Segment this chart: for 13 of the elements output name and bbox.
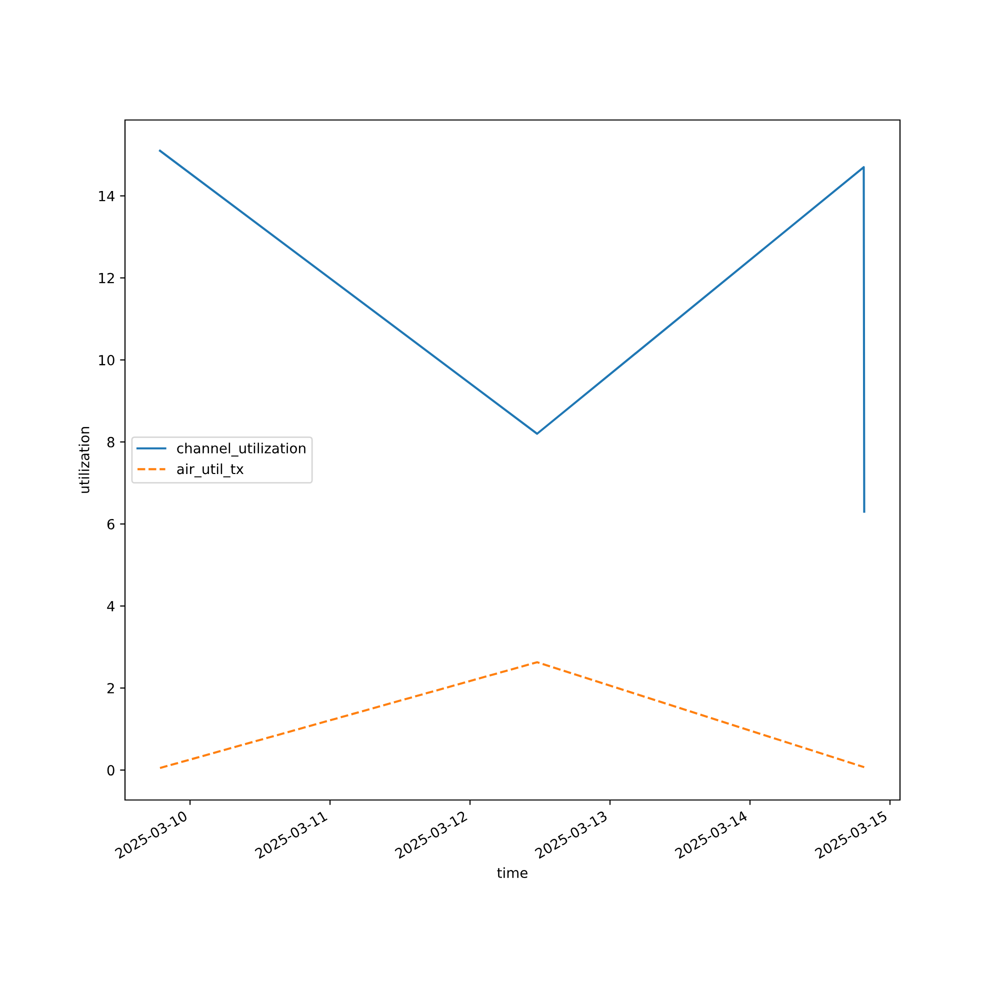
y-tick-label: 8 [107,436,114,448]
y-axis-title: utilization [78,427,90,493]
y-tick-label: 10 [99,354,114,366]
y-tick-label: 2 [107,683,114,694]
legend-label: channel_utilization [177,442,306,457]
y-tick-label: 12 [99,272,114,284]
x-axis-title: time [497,867,528,878]
y-tick-label: 0 [107,765,114,776]
legend-label: air_util_tx [177,463,244,478]
y-tick-label: 14 [99,191,114,202]
y-tick-label: 6 [107,518,114,530]
y-tick-label: 4 [107,601,114,612]
line-series [158,150,866,513]
